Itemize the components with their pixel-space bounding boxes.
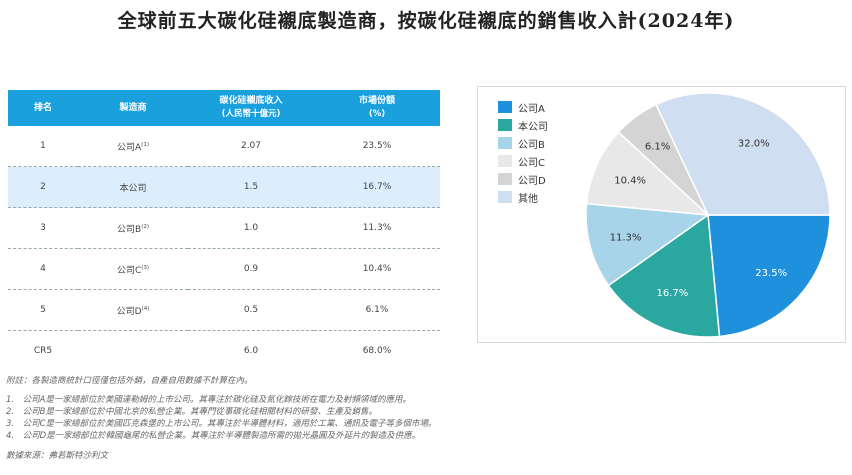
cell-rank: 2 [8, 166, 78, 208]
pie-slice-our-company [607, 213, 721, 338]
maker-name: 公司C [116, 265, 142, 276]
header-revenue: 碳化硅襯底收入 (人民幣十億元) [188, 90, 314, 126]
footnote-item: 1. 公司A是一家總部位於美國達勒姆的上市公司。其專注於碳化硅及氮化鎵技術在電力… [6, 395, 411, 405]
cell-revenue: 2.07 [188, 126, 314, 167]
legend-swatch [498, 137, 512, 149]
market-share-table: 排名 製造商 碳化硅襯底收入 (人民幣十億元) 市場份額 (%) 1 公司A(1… [8, 90, 440, 371]
header-revenue-unit: (人民幣十億元) [221, 109, 281, 119]
footnote-item: 4. 公司D是一家總部位於韓國龜尾的私營企業。其專注於半導體製造所需的拋光晶圓及… [6, 431, 421, 441]
maker-name: 公司D [116, 306, 142, 317]
pie-slice-company-b [585, 202, 711, 287]
legend-swatch [498, 101, 512, 113]
footnote-mark: (2) [141, 223, 149, 230]
footnote-mark: (3) [141, 264, 150, 271]
header-rank: 排名 [8, 90, 78, 126]
cell-revenue: 6.0 [243, 346, 259, 356]
legend-item-company-a: 公司A [498, 98, 548, 116]
cell-share: 23.5% [314, 126, 440, 167]
legend-label: 公司D [518, 175, 546, 187]
legend-label: 其他 [518, 193, 538, 205]
cell-share: 6.1% [314, 289, 440, 331]
cell-revenue: 1.0 [188, 207, 314, 249]
pie-slice-company-a [707, 214, 831, 338]
footnote-mark: (4) [141, 305, 150, 312]
header-revenue-label: 碳化硅襯底收入 [219, 96, 283, 106]
legend-swatch [498, 155, 512, 167]
header-share-label: 市場份額 [358, 96, 395, 106]
cell-share: 16.7% [314, 166, 440, 208]
legend-label: 公司A [518, 103, 545, 115]
pie-label-company-a: 23.5% [755, 268, 787, 279]
pie-slice-company-c [585, 130, 711, 216]
cell-share: 10.4% [314, 248, 440, 290]
cell-rank: CR5 [33, 346, 53, 356]
table-row: 3 公司B(2) 1.0 11.3% [8, 207, 440, 249]
table-row-cr5: CR5 6.0 68.0% [8, 331, 440, 372]
legend-swatch [498, 173, 512, 185]
cell-maker: 公司A(1) [78, 126, 188, 167]
pie-label-company-c: 10.4% [614, 176, 646, 187]
header-maker: 製造商 [78, 90, 188, 126]
cell-maker: 公司C(3) [78, 248, 188, 290]
legend-item-company-d: 公司D [498, 170, 548, 188]
cell-rank: 3 [8, 207, 78, 249]
pie-label-company-b: 11.3% [610, 233, 642, 244]
cell-revenue: 0.9 [188, 248, 314, 290]
legend-swatch [498, 119, 512, 131]
cell-rank: 5 [8, 289, 78, 331]
source-text: 數據來源：弗若斯特沙利文 [6, 451, 109, 461]
cell-rank: 4 [8, 248, 78, 290]
page-title: 全球前五大碳化硅襯底製造商，按碳化硅襯底的銷售收入計(2024年) [117, 10, 735, 32]
maker-name: 公司A [117, 142, 142, 153]
table-header-row: 排名 製造商 碳化硅襯底收入 (人民幣十億元) 市場份額 (%) [8, 90, 440, 126]
table-row: 1 公司A(1) 2.07 23.5% [8, 126, 440, 167]
pie-label-others: 32.0% [738, 138, 770, 149]
pie-slice-others [655, 92, 831, 216]
remark-text: 附註：各製造商統計口徑僅包括外銷，自產自用數據不計算在內。 [6, 376, 253, 386]
chart-legend: 公司A 本公司公司B 公司C 公司D 其他 [498, 98, 548, 206]
cell-rank: 1 [8, 126, 78, 167]
footnotes: 附註：各製造商統計口徑僅包括外銷，自產自用數據不計算在內。 1. 公司A是一家總… [6, 375, 566, 462]
table-row: 4 公司C(3) 0.9 10.4% [8, 248, 440, 290]
legend-item-our-company: 本公司 [498, 116, 548, 134]
header-share: 市場份額 (%) [314, 90, 440, 126]
cell-share: 11.3% [314, 207, 440, 249]
header-share-unit: (%) [368, 109, 386, 119]
table-row: 5 公司D(4) 0.5 6.1% [8, 289, 440, 331]
cell-maker: 公司D(4) [78, 289, 188, 331]
legend-label: 公司B [518, 139, 545, 151]
maker-name: 公司B [117, 224, 142, 235]
legend-swatch [498, 191, 512, 203]
pie-label-company-d: 6.1% [645, 142, 670, 153]
table-row: 2 本公司 1.5 16.7% [8, 166, 440, 208]
cell-share: 68.0% [362, 346, 392, 356]
legend-item-others: 其他 [498, 188, 548, 206]
pie-label-our-company: 16.7% [657, 288, 689, 299]
legend-label: 本公司 [518, 121, 548, 133]
legend-item-company-c: 公司C [498, 152, 548, 170]
maker-name: 本公司 [119, 183, 147, 194]
footnote-item: 3. 公司C是一家總部位於美國匹克森堡的上市公司。其專注於半導體材料，適用於工業… [6, 419, 437, 429]
cell-maker: 公司B(2) [78, 207, 188, 249]
legend-label: 公司C [518, 157, 545, 169]
footnote-mark: (1) [141, 141, 149, 148]
cell-revenue: 1.5 [188, 166, 314, 208]
legend-item-company-b: 公司B [498, 134, 548, 152]
cell-maker: 本公司 [78, 166, 188, 208]
footnote-item: 2. 公司B是一家總部位於中國北京的私營企業。其專門從事碳化硅相關材料的研發、生… [6, 407, 377, 417]
ranking-table: 排名 製造商 碳化硅襯底收入 (人民幣十億元) 市場份額 (%) 1 公司A(1… [8, 90, 440, 371]
cell-revenue: 0.5 [188, 289, 314, 331]
